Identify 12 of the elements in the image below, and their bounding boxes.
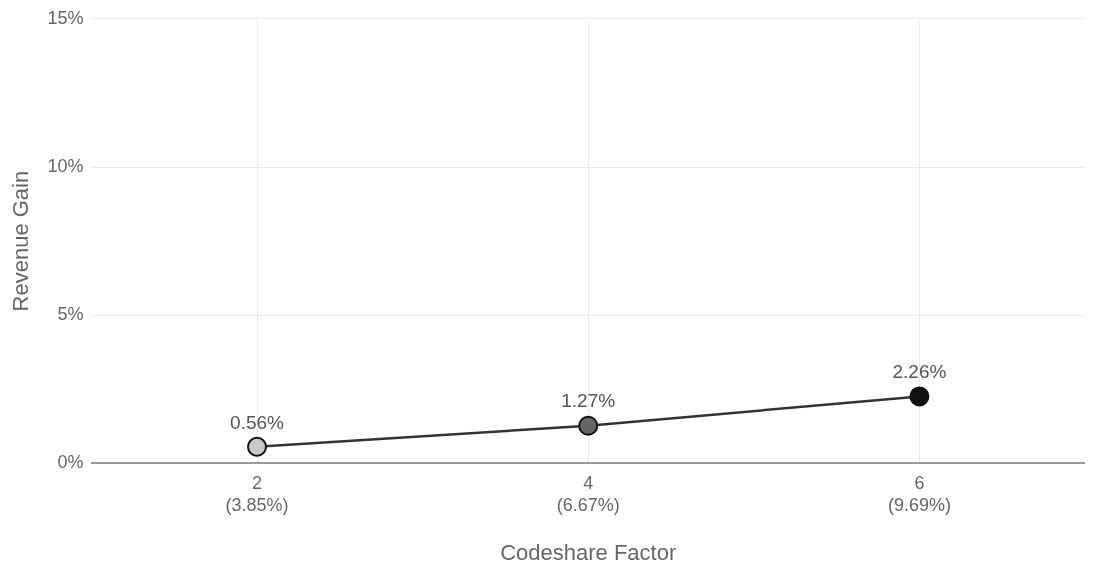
data-label: 0.56% (230, 411, 285, 433)
y-tick-label: 15% (47, 7, 84, 28)
y-axis-title: Revenue Gain (8, 170, 34, 312)
x-tick-label: 2 (3.85%) (225, 473, 289, 515)
x-tick-label: 4 (6.67%) (556, 473, 620, 515)
x-axis-title: Codeshare Factor (500, 539, 677, 565)
y-tick-label: 0% (57, 452, 84, 473)
data-label: 2.26% (892, 361, 947, 383)
x-tick-label: 6 (9.69%) (887, 473, 951, 515)
y-tick-label: 5% (57, 304, 84, 325)
data-label: 1.27% (561, 390, 616, 412)
y-tick-label: 10% (47, 155, 84, 176)
